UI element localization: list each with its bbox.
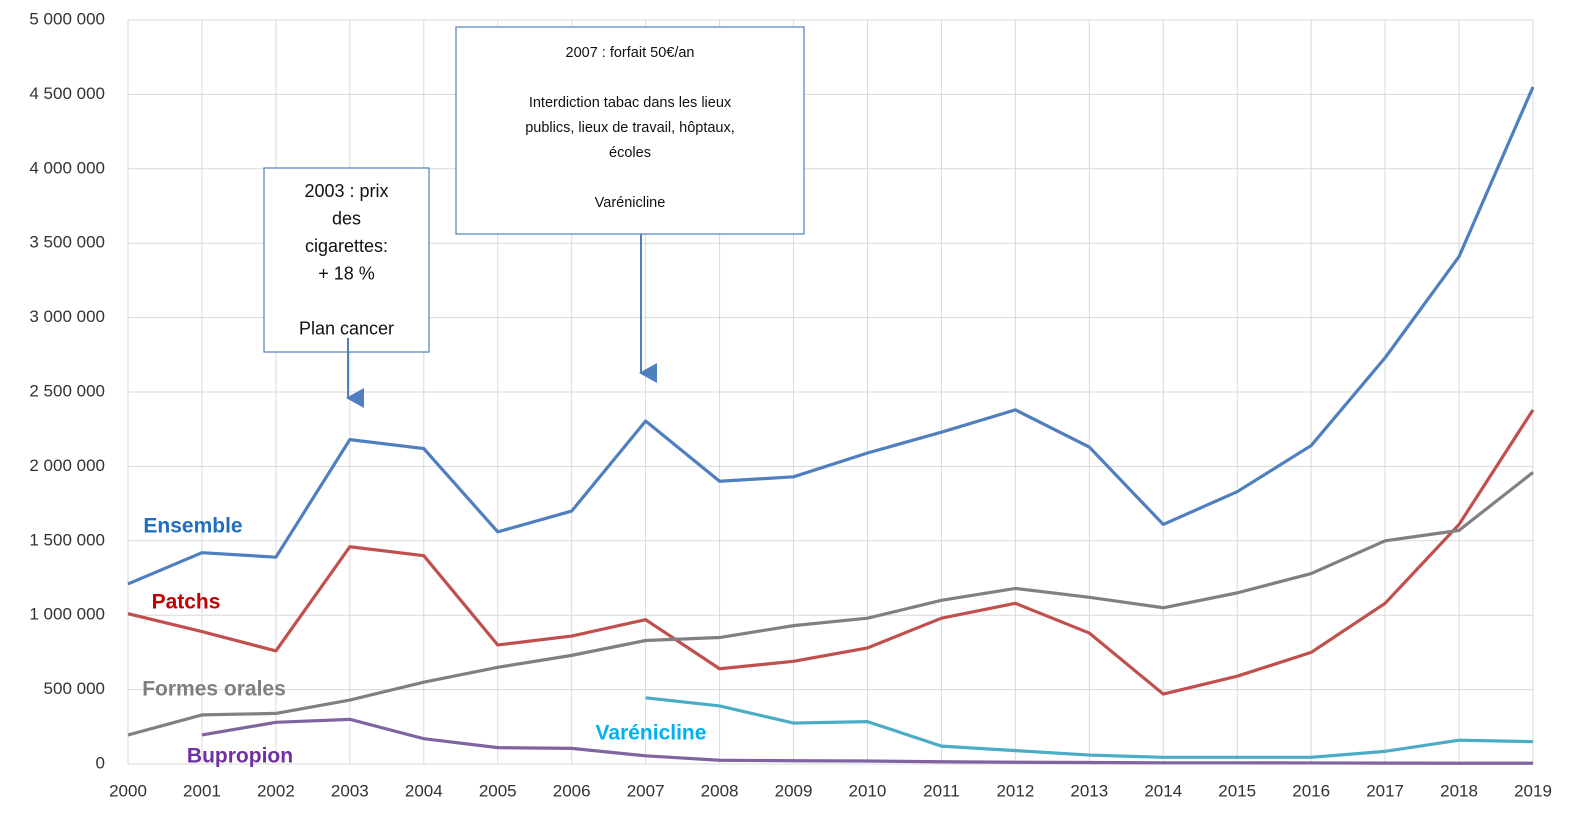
y-tick-label: 3 500 000 [29,233,105,252]
series-line [127,86,1535,586]
y-tick-label: 1 000 000 [29,605,105,624]
x-tick-label: 2011 [923,781,960,800]
x-tick-label: 2000 [109,781,147,800]
x-tick-label: 2017 [1366,781,1404,800]
annotation-text: publics, lieux de travail, hôptaux, [525,120,735,136]
series-label: Varénicline [596,722,707,745]
y-tick-label: 2 000 000 [29,456,105,475]
annotation-text: + 18 % [318,263,375,283]
x-tick-label: 2004 [405,781,443,800]
y-tick-label: 4 500 000 [29,84,105,103]
x-tick-label: 2009 [775,781,813,800]
series-label: Patchs [152,591,221,614]
annotation-text: écoles [609,145,651,161]
y-tick-label: 2 500 000 [29,381,105,400]
series-label: Bupropion [187,745,293,768]
series-line [201,717,1533,765]
x-tick-label: 2005 [479,781,517,800]
annotation-box [455,26,805,235]
series-line [645,696,1534,759]
y-tick-label: 5 000 000 [29,9,105,28]
annotation-text: cigarettes: [305,236,388,256]
series-line [127,408,1535,696]
y-tick-label: 4 000 000 [29,158,105,177]
x-tick-label: 2010 [849,781,887,800]
x-tick-label: 2001 [183,781,221,800]
annotation-text: Varénicline [595,195,666,211]
x-tick-label: 2013 [1070,781,1108,800]
annotation-text: Interdiction tabac dans les lieux [529,95,732,111]
annotation-box [263,167,430,353]
x-tick-label: 2006 [553,781,591,800]
annotation-2: 2007 : forfait 50€/an Interdiction tabac … [455,26,805,383]
annotation-text: 2007 : forfait 50€/an [566,45,695,61]
annotation-text: Plan cancer [299,318,394,338]
y-tick-label: 0 [96,753,105,772]
x-tick-label: 2018 [1440,781,1478,800]
y-tick-label: 500 000 [44,679,105,698]
y-tick-label: 1 500 000 [29,530,105,549]
x-tick-label: 2008 [701,781,739,800]
lines [127,86,1535,765]
y-tick-label: 3 000 000 [29,307,105,326]
x-tick-label: 2015 [1218,781,1256,800]
x-tick-label: 2007 [627,781,665,800]
x-tick-label: 2019 [1514,781,1552,800]
x-tick-label: 2012 [996,781,1034,800]
series-line [127,471,1534,737]
annotation-text: des [332,208,361,228]
x-tick-label: 2014 [1144,781,1182,800]
x-tick-label: 2002 [257,781,295,800]
x-tick-label: 2003 [331,781,369,800]
series-label: Formes orales [142,678,286,701]
series-label: Ensemble [143,515,242,538]
grid [127,19,1534,765]
annotation-1: 2003 : prix des cigarettes: + 18 % Plan canc… [263,167,430,408]
annotation-text: 2003 : prix [304,181,388,201]
x-tick-label: 2016 [1292,781,1330,800]
